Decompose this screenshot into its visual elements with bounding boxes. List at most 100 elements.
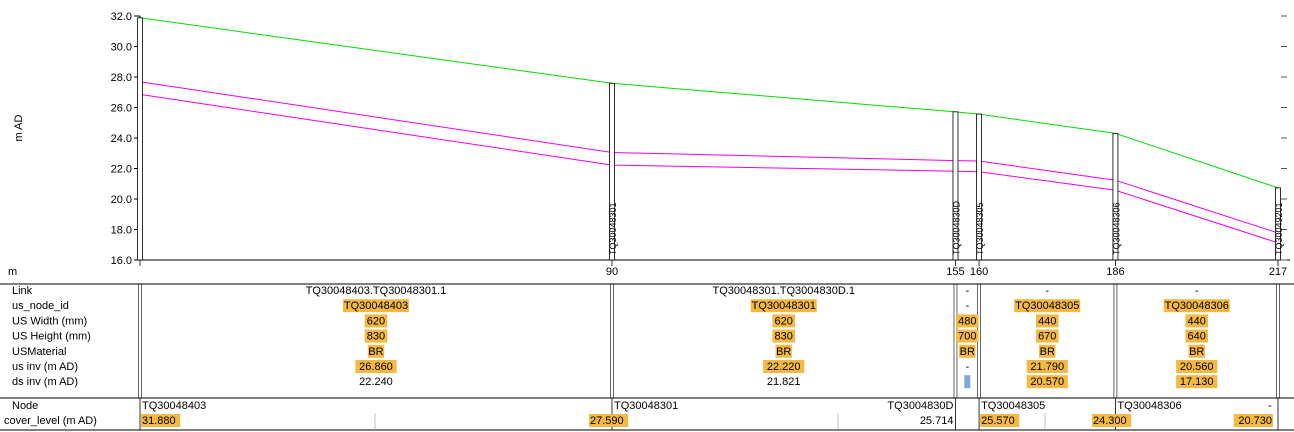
- value-highlight: [1163, 299, 1230, 313]
- link-table-cell: 620: [775, 315, 793, 327]
- link-table-cell: 480: [958, 315, 976, 327]
- y-tick-label: 18.0: [111, 225, 132, 237]
- y-tick-label: 20.0: [111, 194, 132, 206]
- node-table-cover-cell: 31.880: [142, 415, 176, 427]
- manhole-shaft: [137, 17, 143, 261]
- x-axis: m 90 155 160 186 217: [8, 266, 1287, 278]
- y-tick-label: 30.0: [111, 42, 132, 54]
- link-table-cell: 22.240: [359, 376, 393, 388]
- link-table-row-label: US Height (mm): [12, 331, 91, 343]
- value-highlight: [1176, 360, 1218, 373]
- y-axis-label: m AD: [13, 115, 25, 142]
- x-axis-label: m: [8, 266, 17, 278]
- y-tick-label: 32.0: [111, 11, 132, 23]
- y-tick-label: 24.0: [111, 133, 132, 145]
- manhole-label: TQ30048301: [608, 202, 618, 255]
- value-highlight: [772, 314, 796, 328]
- x-tick-label: 160: [970, 266, 988, 278]
- y-tick-label: 22.0: [111, 164, 132, 176]
- value-highlight: [1014, 299, 1081, 313]
- link-table-row-label: us_node_id: [12, 300, 69, 312]
- value-highlight: [980, 414, 1020, 427]
- invert-line: [139, 93, 1279, 244]
- node-table-cover-cell: 25.570: [981, 415, 1015, 427]
- link-table-cell: 21.821: [767, 376, 801, 388]
- value-highlight: [1035, 314, 1059, 328]
- link-table-cell: 20.560: [1180, 361, 1214, 373]
- link-table-cell: 22.220: [767, 361, 801, 373]
- value-highlight: [1188, 344, 1205, 358]
- node-table: Node cover_level (m AD) TQ30048403 31.880 TQ…: [0, 397, 1294, 431]
- link-table-cell: 640: [1188, 331, 1206, 343]
- link-table-cell: BR: [960, 346, 975, 358]
- link-table-cell: -: [1045, 285, 1049, 297]
- link-table-row-label: US Width (mm): [12, 315, 87, 327]
- value-highlight: [1026, 360, 1068, 373]
- link-table-row-label: us inv (m AD): [12, 361, 78, 373]
- link-table-cell: BR: [776, 346, 791, 358]
- link-table-cell: BR: [1189, 346, 1204, 358]
- node-table-cover-cell: 25.714: [920, 415, 954, 427]
- chart-frame: [0, 16, 1294, 399]
- value-highlight: [1233, 414, 1273, 427]
- link-table-cell: TQ30048403: [344, 300, 408, 312]
- manhole-label: TQ3004830D: [951, 200, 961, 255]
- link-table-row-label: ds inv (m AD): [12, 376, 78, 388]
- node-table-cover-cell: 27.590: [590, 415, 624, 427]
- node-table-row-label: Node: [12, 400, 38, 412]
- y-axis: m AD 32.0 30.0 28.0 26.0 24.0 22.0 20.0 18.0 16.…: [13, 11, 1287, 267]
- value-highlight: [955, 329, 979, 343]
- node-table-node-cell: TQ30048301: [614, 400, 678, 412]
- value-highlight: [1185, 314, 1209, 328]
- value-highlight: [775, 344, 792, 358]
- ground-line: [139, 17, 1279, 189]
- value-highlight: [1185, 329, 1209, 343]
- link-table: Link us_node_id US Width (mm) US Height (mm…: [12, 285, 1230, 389]
- value-highlight: [959, 344, 976, 358]
- link-table-cell: TQ30048306: [1165, 300, 1229, 312]
- value-highlight: [141, 414, 181, 427]
- x-tick-label: 217: [1269, 266, 1287, 278]
- link-table-cell: 670: [1038, 331, 1056, 343]
- value-highlight: [772, 329, 796, 343]
- y-tick-label: 26.0: [111, 103, 132, 115]
- value-highlight: [364, 329, 388, 343]
- node-table-cover-cell: 20.730: [1238, 415, 1272, 427]
- manhole-label: TQ30049201: [1274, 202, 1284, 255]
- link-table-cell: TQ30048403.TQ30048301.1: [306, 285, 447, 297]
- value-highlight: [964, 375, 971, 389]
- link-table-cell: 20.570: [1030, 376, 1064, 388]
- link-table-cell: 620: [367, 315, 385, 327]
- link-table-cell: 21.790: [1030, 361, 1064, 373]
- link-table-row-label: Link: [12, 285, 33, 297]
- link-table-cell: -: [965, 361, 969, 373]
- value-highlight: [1039, 344, 1056, 358]
- node-table-row-label: cover_level (m AD): [4, 415, 97, 427]
- link-table-cell: TQ30048305: [1015, 300, 1079, 312]
- node-table-node-cell: TQ30048403: [142, 400, 206, 412]
- link-table-cell: 700: [958, 331, 976, 343]
- value-highlight: [1092, 414, 1132, 427]
- x-tick-label: 186: [1106, 266, 1124, 278]
- manhole-label: TQ30048306: [1111, 202, 1121, 255]
- value-highlight: [364, 314, 388, 328]
- y-tick-label: 28.0: [111, 72, 132, 84]
- link-table-cell: TQ30048301.TQ3004830D.1: [712, 285, 855, 297]
- link-table-cell: 26.860: [359, 361, 393, 373]
- value-highlight: [1026, 375, 1068, 389]
- value-highlight: [955, 314, 979, 328]
- value-highlight: [367, 344, 385, 358]
- value-highlight: [1176, 375, 1218, 389]
- link-table-cell: -: [965, 300, 969, 312]
- link-table-cell: BR: [1040, 346, 1055, 358]
- x-tick-label: 90: [606, 266, 618, 278]
- link-table-cell: 440: [1038, 315, 1056, 327]
- node-table-cover-cell: 24.300: [1093, 415, 1127, 427]
- value-highlight: [750, 299, 817, 313]
- link-table-cell: 440: [1188, 315, 1206, 327]
- node-table-node-cell: TQ30048306: [1117, 400, 1181, 412]
- node-table-node-cell: TQ30048305: [981, 400, 1045, 412]
- node-table-node-cell: TQ3004830D: [887, 400, 953, 412]
- link-table-cell: -: [1195, 285, 1199, 297]
